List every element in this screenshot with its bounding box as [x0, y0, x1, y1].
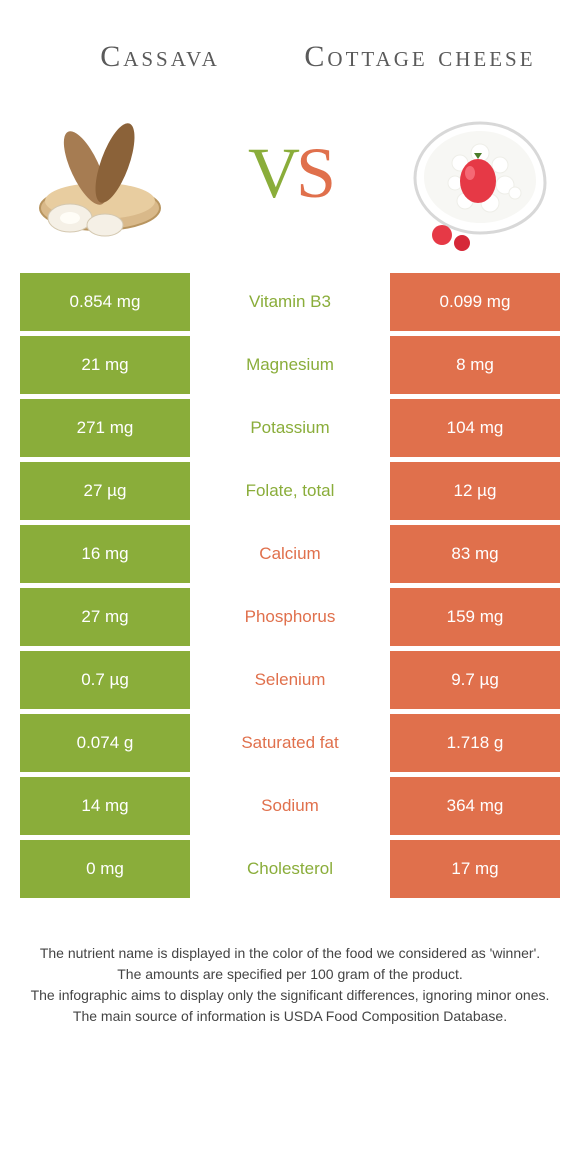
- nutrient-name: Cholesterol: [190, 840, 390, 898]
- footer-line: The infographic aims to display only the…: [30, 985, 550, 1006]
- right-food-title: Cottage cheese: [290, 40, 550, 73]
- left-value: 271 mg: [20, 399, 190, 457]
- left-food-title: Cassava: [30, 40, 290, 73]
- table-row: 27 µgFolate, total12 µg: [20, 462, 560, 520]
- table-row: 0.854 mgVitamin B30.099 mg: [20, 273, 560, 331]
- table-row: 27 mgPhosphorus159 mg: [20, 588, 560, 646]
- left-value: 0.074 g: [20, 714, 190, 772]
- right-value: 9.7 µg: [390, 651, 560, 709]
- nutrient-name: Folate, total: [190, 462, 390, 520]
- comparison-table: 0.854 mgVitamin B30.099 mg21 mgMagnesium…: [20, 273, 560, 898]
- left-value: 14 mg: [20, 777, 190, 835]
- nutrient-name: Phosphorus: [190, 588, 390, 646]
- nutrient-name: Selenium: [190, 651, 390, 709]
- footer-line: The nutrient name is displayed in the co…: [30, 943, 550, 964]
- left-value: 21 mg: [20, 336, 190, 394]
- left-value: 0.854 mg: [20, 273, 190, 331]
- table-row: 14 mgSodium364 mg: [20, 777, 560, 835]
- left-value: 0.7 µg: [20, 651, 190, 709]
- footer-notes: The nutrient name is displayed in the co…: [0, 903, 580, 1057]
- nutrient-name: Saturated fat: [190, 714, 390, 772]
- right-value: 83 mg: [390, 525, 560, 583]
- table-row: 271 mgPotassium104 mg: [20, 399, 560, 457]
- header: Cassava Cottage cheese: [0, 0, 580, 83]
- cassava-image: [20, 93, 180, 253]
- right-value: 17 mg: [390, 840, 560, 898]
- cottage-cheese-image: [400, 93, 560, 253]
- left-value: 27 µg: [20, 462, 190, 520]
- footer-line: The main source of information is USDA F…: [30, 1006, 550, 1027]
- table-row: 0 mgCholesterol17 mg: [20, 840, 560, 898]
- vs-s: S: [296, 133, 332, 213]
- right-value: 0.099 mg: [390, 273, 560, 331]
- right-value: 104 mg: [390, 399, 560, 457]
- nutrient-name: Vitamin B3: [190, 273, 390, 331]
- right-value: 364 mg: [390, 777, 560, 835]
- right-value: 8 mg: [390, 336, 560, 394]
- vs-v: V: [248, 133, 296, 213]
- table-row: 21 mgMagnesium8 mg: [20, 336, 560, 394]
- right-value: 159 mg: [390, 588, 560, 646]
- table-row: 16 mgCalcium83 mg: [20, 525, 560, 583]
- nutrient-name: Magnesium: [190, 336, 390, 394]
- nutrient-name: Potassium: [190, 399, 390, 457]
- table-row: 0.7 µgSelenium9.7 µg: [20, 651, 560, 709]
- images-row: VS: [0, 83, 580, 273]
- nutrient-name: Sodium: [190, 777, 390, 835]
- right-value: 12 µg: [390, 462, 560, 520]
- table-row: 0.074 gSaturated fat1.718 g: [20, 714, 560, 772]
- left-value: 0 mg: [20, 840, 190, 898]
- right-value: 1.718 g: [390, 714, 560, 772]
- left-value: 16 mg: [20, 525, 190, 583]
- vs-label: VS: [248, 132, 332, 215]
- footer-line: The amounts are specified per 100 gram o…: [30, 964, 550, 985]
- nutrient-name: Calcium: [190, 525, 390, 583]
- left-value: 27 mg: [20, 588, 190, 646]
